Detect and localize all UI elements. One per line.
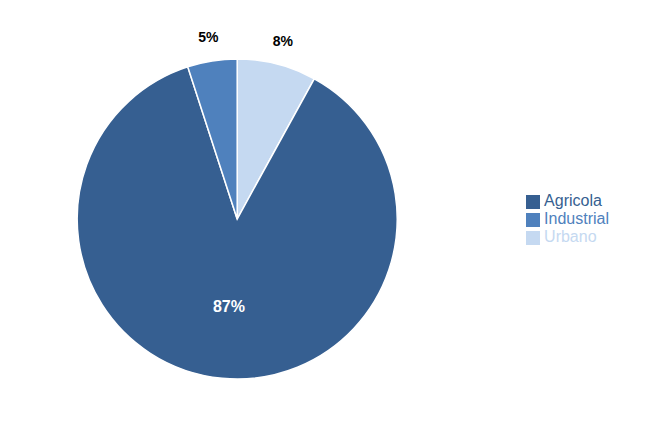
- svg-text:5%: 5%: [198, 29, 219, 45]
- html-text:Industrial: Industrial: [544, 210, 609, 227]
- svg-text:87%: 87%: [213, 298, 245, 315]
- html-text:Agricola: Agricola: [544, 192, 602, 209]
- svg-text:8%: 8%: [273, 33, 294, 49]
- html-text:Urbano: Urbano: [544, 228, 597, 245]
